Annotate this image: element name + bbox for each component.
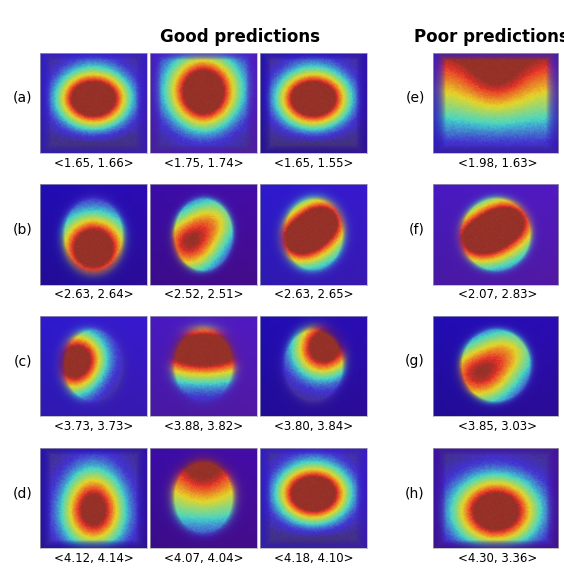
Text: <3.85, 3.03>: <3.85, 3.03> bbox=[458, 420, 537, 433]
Text: <4.18, 4.10>: <4.18, 4.10> bbox=[274, 552, 353, 565]
Text: Poor predictions: Poor predictions bbox=[413, 28, 564, 46]
Text: (b): (b) bbox=[12, 223, 32, 236]
Text: (a): (a) bbox=[13, 91, 32, 105]
Text: (c): (c) bbox=[14, 354, 32, 368]
Text: <3.88, 3.82>: <3.88, 3.82> bbox=[164, 420, 243, 433]
Text: <1.65, 1.55>: <1.65, 1.55> bbox=[274, 157, 353, 169]
Text: <2.07, 2.83>: <2.07, 2.83> bbox=[458, 288, 537, 301]
Text: (f): (f) bbox=[409, 223, 425, 236]
Text: <4.30, 3.36>: <4.30, 3.36> bbox=[458, 552, 537, 565]
Text: <1.75, 1.74>: <1.75, 1.74> bbox=[164, 157, 243, 169]
Text: (e): (e) bbox=[406, 91, 425, 105]
Text: <3.73, 3.73>: <3.73, 3.73> bbox=[54, 420, 133, 433]
Text: (g): (g) bbox=[405, 354, 425, 368]
Text: <2.52, 2.51>: <2.52, 2.51> bbox=[164, 288, 243, 301]
Text: <4.12, 4.14>: <4.12, 4.14> bbox=[54, 552, 134, 565]
Text: <3.80, 3.84>: <3.80, 3.84> bbox=[274, 420, 353, 433]
Text: (d): (d) bbox=[12, 486, 32, 500]
Text: <1.65, 1.66>: <1.65, 1.66> bbox=[54, 157, 133, 169]
Text: <4.07, 4.04>: <4.07, 4.04> bbox=[164, 552, 243, 565]
Text: <1.98, 1.63>: <1.98, 1.63> bbox=[458, 157, 537, 169]
Text: (h): (h) bbox=[405, 486, 425, 500]
Text: <2.63, 2.65>: <2.63, 2.65> bbox=[274, 288, 353, 301]
Text: <2.63, 2.64>: <2.63, 2.64> bbox=[54, 288, 133, 301]
Text: Good predictions: Good predictions bbox=[160, 28, 320, 46]
